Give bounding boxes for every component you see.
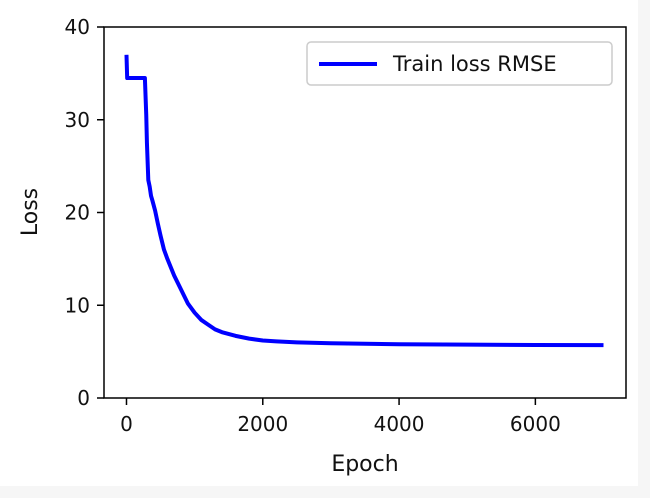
y-axis: 0 10 20 30 40 (65, 15, 104, 410)
x-axis: 0 2000 4000 6000 (120, 398, 561, 436)
x-axis-label: Epoch (331, 452, 398, 477)
legend: Train loss RMSE (306, 41, 613, 86)
y-axis-label: Loss (18, 188, 43, 236)
train-loss-line (124, 54, 604, 348)
x-tick-label: 4000 (374, 412, 425, 436)
y-tick-label: 20 (65, 201, 90, 225)
x-tick-label: 2000 (237, 412, 288, 436)
y-tick-label: 30 (65, 108, 90, 132)
y-tick-label: 10 (65, 293, 90, 317)
y-tick-label: 40 (65, 15, 90, 39)
axes-frame (103, 26, 627, 399)
legend-frame (306, 41, 613, 86)
x-tick-label: 6000 (510, 412, 561, 436)
x-tick-label: 0 (120, 412, 133, 436)
legend-label: Train loss RMSE (392, 52, 557, 76)
y-tick-label: 0 (77, 386, 90, 410)
plot-area (103, 26, 627, 399)
series-layer (124, 54, 604, 348)
